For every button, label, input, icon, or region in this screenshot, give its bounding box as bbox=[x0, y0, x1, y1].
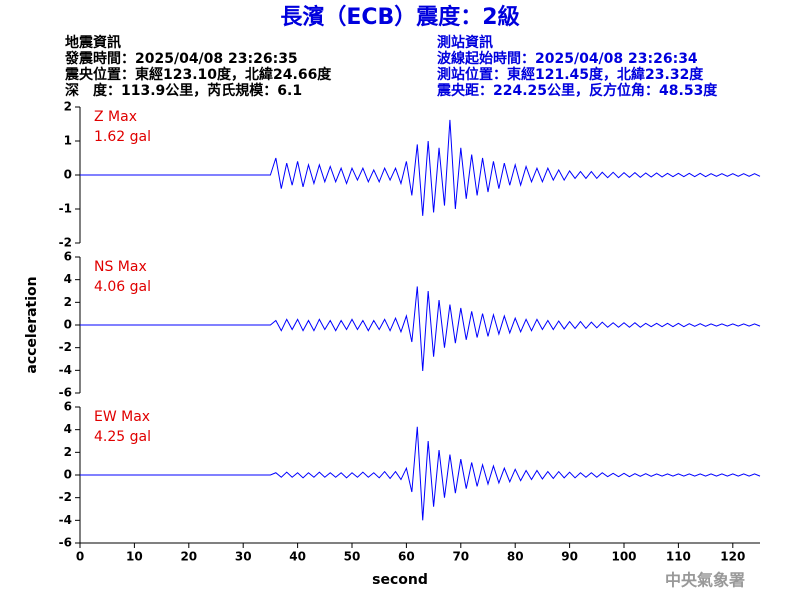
info-right: 震央距：224.25公里，反方位角：48.53度 bbox=[436, 82, 718, 99]
y-tick-label: 4 bbox=[64, 272, 72, 286]
channel-label: Z Max bbox=[94, 109, 137, 125]
y-tick-label: 0 bbox=[64, 468, 72, 482]
x-tick-label: 30 bbox=[235, 550, 252, 564]
y-tick-label: 2 bbox=[64, 445, 72, 459]
trace bbox=[80, 119, 761, 216]
y-tick-label: -6 bbox=[59, 386, 72, 400]
x-tick-label: 60 bbox=[398, 550, 415, 564]
y-tick-label: 6 bbox=[64, 250, 72, 264]
x-tick-label: 50 bbox=[344, 550, 361, 564]
trace bbox=[80, 426, 761, 521]
channel-label: EW Max bbox=[94, 409, 150, 425]
y-axis-label: acceleration bbox=[24, 276, 40, 373]
x-axis-label: second bbox=[372, 572, 428, 588]
y-tick-label: 4 bbox=[64, 422, 72, 436]
max-label: 4.06 gal bbox=[94, 279, 151, 295]
info-left: 發震時間：2025/04/08 23:26:35 bbox=[64, 50, 298, 67]
y-tick-label: -4 bbox=[59, 513, 72, 527]
max-label: 1.62 gal bbox=[94, 129, 151, 145]
x-tick-label: 0 bbox=[76, 550, 84, 564]
y-tick-label: 1 bbox=[64, 134, 72, 148]
x-tick-label: 120 bbox=[720, 550, 745, 564]
info-left: 深 度：113.9公里，芮氏規模：6.1 bbox=[65, 82, 302, 99]
y-tick-label: 2 bbox=[64, 295, 72, 309]
x-tick-label: 20 bbox=[180, 550, 197, 564]
info-left: 震央位置：東經123.10度，北緯24.66度 bbox=[64, 66, 332, 83]
info-right: 測站位置：東經121.45度，北緯23.32度 bbox=[437, 66, 704, 83]
y-tick-label: 0 bbox=[64, 318, 72, 332]
x-tick-label: 70 bbox=[452, 550, 469, 564]
title: 長濱（ECB）震度：2級 bbox=[280, 4, 519, 30]
info-right: 測站資訊 bbox=[437, 34, 493, 51]
y-tick-label: 0 bbox=[64, 168, 72, 182]
y-tick-label: -2 bbox=[59, 490, 72, 504]
x-tick-label: 10 bbox=[126, 550, 143, 564]
x-tick-label: 80 bbox=[507, 550, 524, 564]
footer: 中央氣象署 bbox=[665, 571, 745, 590]
y-tick-label: -6 bbox=[59, 536, 72, 550]
x-tick-label: 100 bbox=[611, 550, 636, 564]
x-tick-label: 110 bbox=[666, 550, 691, 564]
max-label: 4.25 gal bbox=[94, 429, 151, 445]
y-tick-label: -2 bbox=[59, 340, 72, 354]
channel-label: NS Max bbox=[94, 259, 147, 275]
x-tick-label: 90 bbox=[561, 550, 578, 564]
y-tick-label: 6 bbox=[64, 400, 72, 414]
y-tick-label: -4 bbox=[59, 363, 72, 377]
x-tick-label: 40 bbox=[289, 550, 306, 564]
y-tick-label: -2 bbox=[59, 236, 72, 250]
y-tick-label: -1 bbox=[59, 202, 72, 216]
info-left: 地震資訊 bbox=[65, 34, 121, 51]
y-tick-label: 2 bbox=[64, 100, 72, 114]
info-right: 波線起始時間：2025/04/08 23:26:34 bbox=[437, 50, 698, 67]
trace bbox=[80, 286, 761, 372]
